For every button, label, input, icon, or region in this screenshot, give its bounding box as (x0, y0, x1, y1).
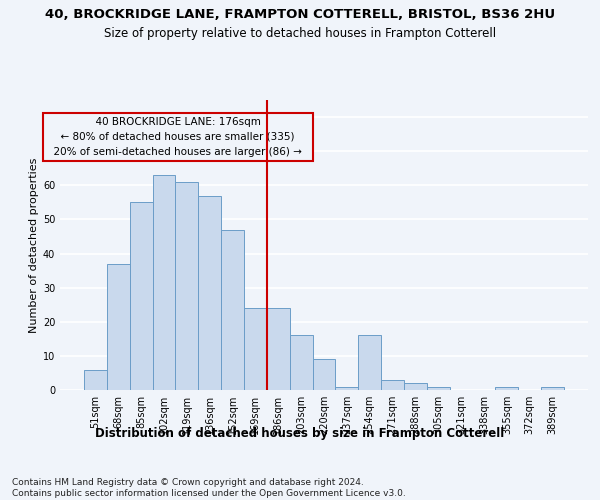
Bar (267, 308, 290, 390)
Text: Size of property relative to detached houses in Frampton Cotterell: Size of property relative to detached ho… (104, 28, 496, 40)
Bar (84, 370, 107, 390)
Bar (290, 336, 313, 390)
Bar (221, 230, 244, 390)
Bar (541, 386, 564, 390)
Bar (358, 336, 381, 390)
Bar (427, 386, 450, 390)
Bar (404, 383, 427, 390)
Bar (198, 196, 221, 390)
Bar (496, 386, 518, 390)
Bar (175, 182, 198, 390)
Bar (313, 360, 335, 390)
Bar (244, 308, 267, 390)
Text: Contains HM Land Registry data © Crown copyright and database right 2024.
Contai: Contains HM Land Registry data © Crown c… (12, 478, 406, 498)
Bar (130, 202, 152, 390)
Y-axis label: Number of detached properties: Number of detached properties (29, 158, 38, 332)
Text: 40 BROCKRIDGE LANE: 176sqm  
  ← 80% of detached houses are smaller (335)  
  20: 40 BROCKRIDGE LANE: 176sqm ← 80% of deta… (47, 117, 308, 156)
Bar (107, 264, 130, 390)
Text: 40, BROCKRIDGE LANE, FRAMPTON COTTERELL, BRISTOL, BS36 2HU: 40, BROCKRIDGE LANE, FRAMPTON COTTERELL,… (45, 8, 555, 20)
Text: Distribution of detached houses by size in Frampton Cotterell: Distribution of detached houses by size … (95, 428, 505, 440)
Bar (381, 380, 404, 390)
Bar (152, 175, 175, 390)
Bar (335, 386, 358, 390)
